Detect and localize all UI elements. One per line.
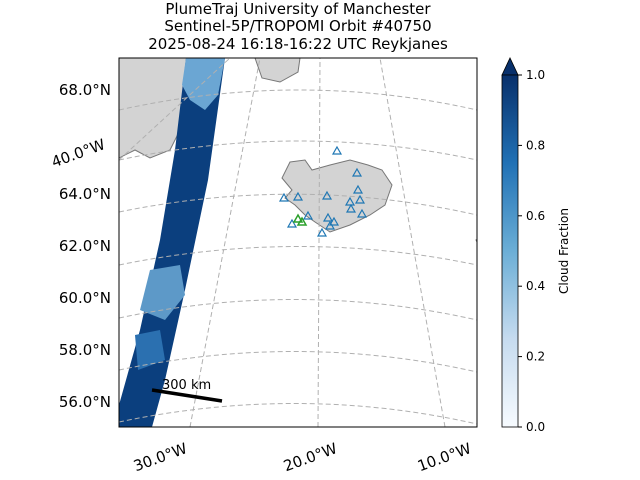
colorbar-tick-label: 0.0 [526, 420, 545, 434]
map-frame [118, 57, 478, 428]
colorbar-tick-label: 0.8 [526, 138, 545, 152]
lat-label: 56.0°N [59, 393, 111, 411]
lon-label: 40.0°W [49, 135, 108, 171]
lat-labels: 68.0°N 64.0°N 62.0°N 60.0°N 58.0°N 56.0°… [59, 81, 111, 411]
title-line: PlumeTraj University of Manchester [165, 0, 431, 18]
lon-label: 10.0°W [415, 439, 474, 475]
title-line: Sentinel-5P/TROPOMI Orbit #40750 [164, 17, 431, 35]
scale-bar [151, 388, 223, 403]
lat-label: 60.0°N [59, 289, 111, 307]
colorbar: Cloud Fraction 0.0 0.2 0.4 0.6 0.8 1.0 [501, 57, 571, 434]
volcanoes [278, 145, 368, 237]
map: 300 km [119, 58, 477, 427]
lon-label: 30.0°W [131, 439, 190, 475]
title: PlumeTraj University of Manchester Senti… [148, 0, 448, 53]
lat-label: 58.0°N [59, 341, 111, 359]
scale-bar-label: 300 km [162, 378, 211, 393]
colorbar-label: Cloud Fraction [557, 208, 571, 294]
colorbar-tick-label: 1.0 [526, 68, 545, 82]
lat-label: 62.0°N [59, 237, 111, 255]
colorbar-tick-label: 0.2 [526, 350, 545, 364]
lat-label: 64.0°N [59, 185, 111, 203]
title-line: 2025-08-24 16:18-16:22 UTC Reykjanes [148, 35, 448, 53]
colorbar-tick-label: 0.4 [526, 279, 545, 293]
lat-label: 68.0°N [59, 81, 111, 99]
lon-label: 20.0°W [281, 439, 340, 475]
colorbar-tick-label: 0.6 [526, 209, 545, 223]
graticule [119, 58, 477, 427]
